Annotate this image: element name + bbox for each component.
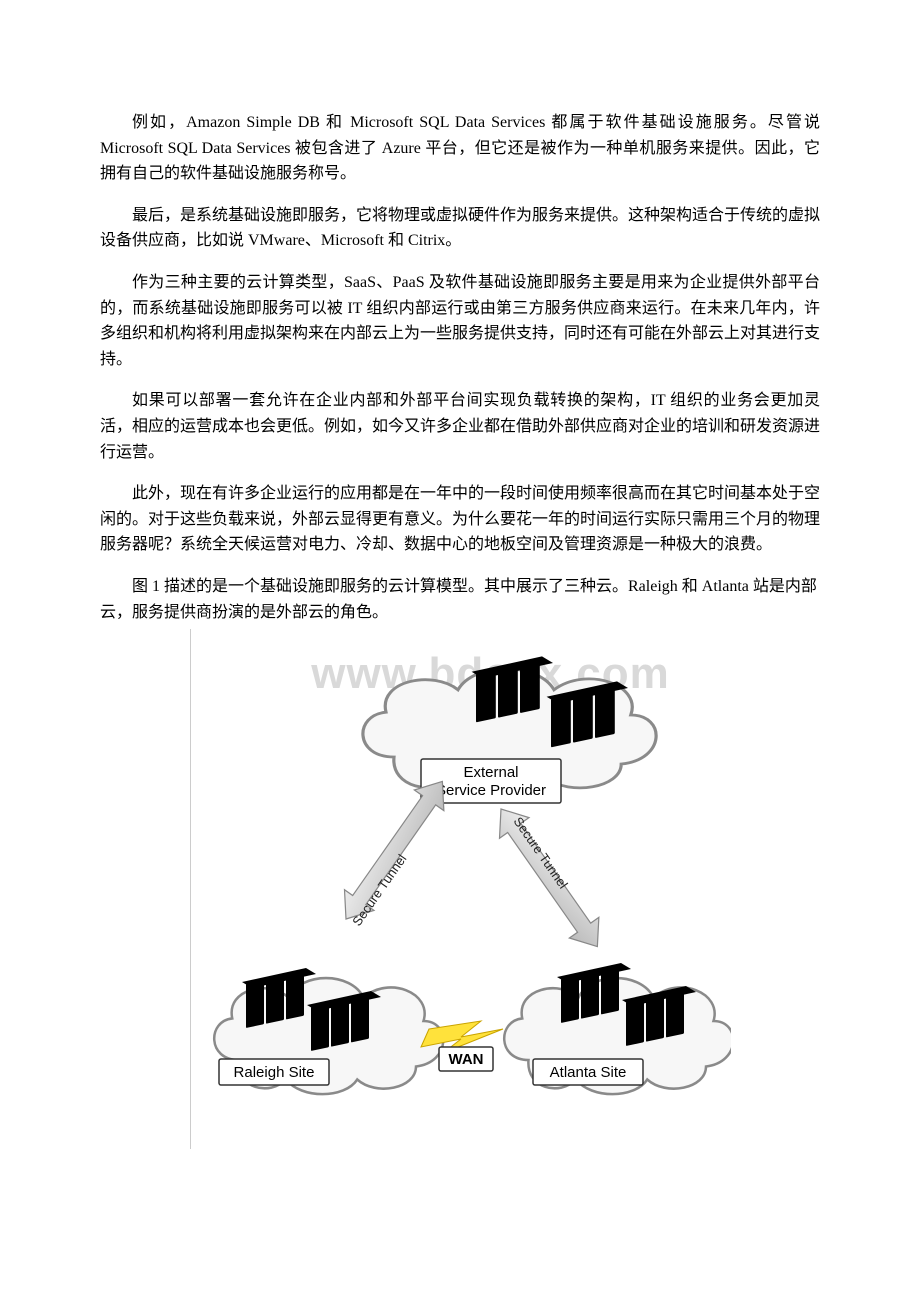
paragraph-1: 例如，Amazon Simple DB 和 Microsoft SQL Data… <box>100 110 820 187</box>
paragraph-5: 此外，现在有许多企业运行的应用都是在一年中的一段时间使用频率很高而在其它时间基本… <box>100 481 820 558</box>
external-label-line2: Service Provider <box>435 782 545 799</box>
external-label-line1: External <box>463 764 518 781</box>
wan-label: WAN <box>448 1051 483 1068</box>
raleigh-label: Raleigh Site <box>233 1064 314 1081</box>
figure-caption-intro: 图 1 描述的是一个基础设施即服务的云计算模型。其中展示了三种云。Raleigh… <box>100 574 820 625</box>
document-page: 例如，Amazon Simple DB 和 Microsoft SQL Data… <box>0 0 920 1209</box>
paragraph-2: 最后，是系统基础设施即服务，它将物理或虚拟硬件作为服务来提供。这种架构适合于传统… <box>100 203 820 254</box>
tunnel-left <box>331 771 457 929</box>
cloud-diagram: www.bdocx.com <box>190 629 731 1149</box>
paragraph-3: 作为三种主要的云计算类型，SaaS、PaaS 及软件基础设施即服务主要是用来为企… <box>100 270 820 372</box>
network-svg: External Service Provider Raleigh Site <box>191 629 731 1149</box>
paragraph-4: 如果可以部署一套允许在企业内部和外部平台间实现负载转换的架构，IT 组织的业务会… <box>100 388 820 465</box>
atlanta-label: Atlanta Site <box>549 1064 626 1081</box>
